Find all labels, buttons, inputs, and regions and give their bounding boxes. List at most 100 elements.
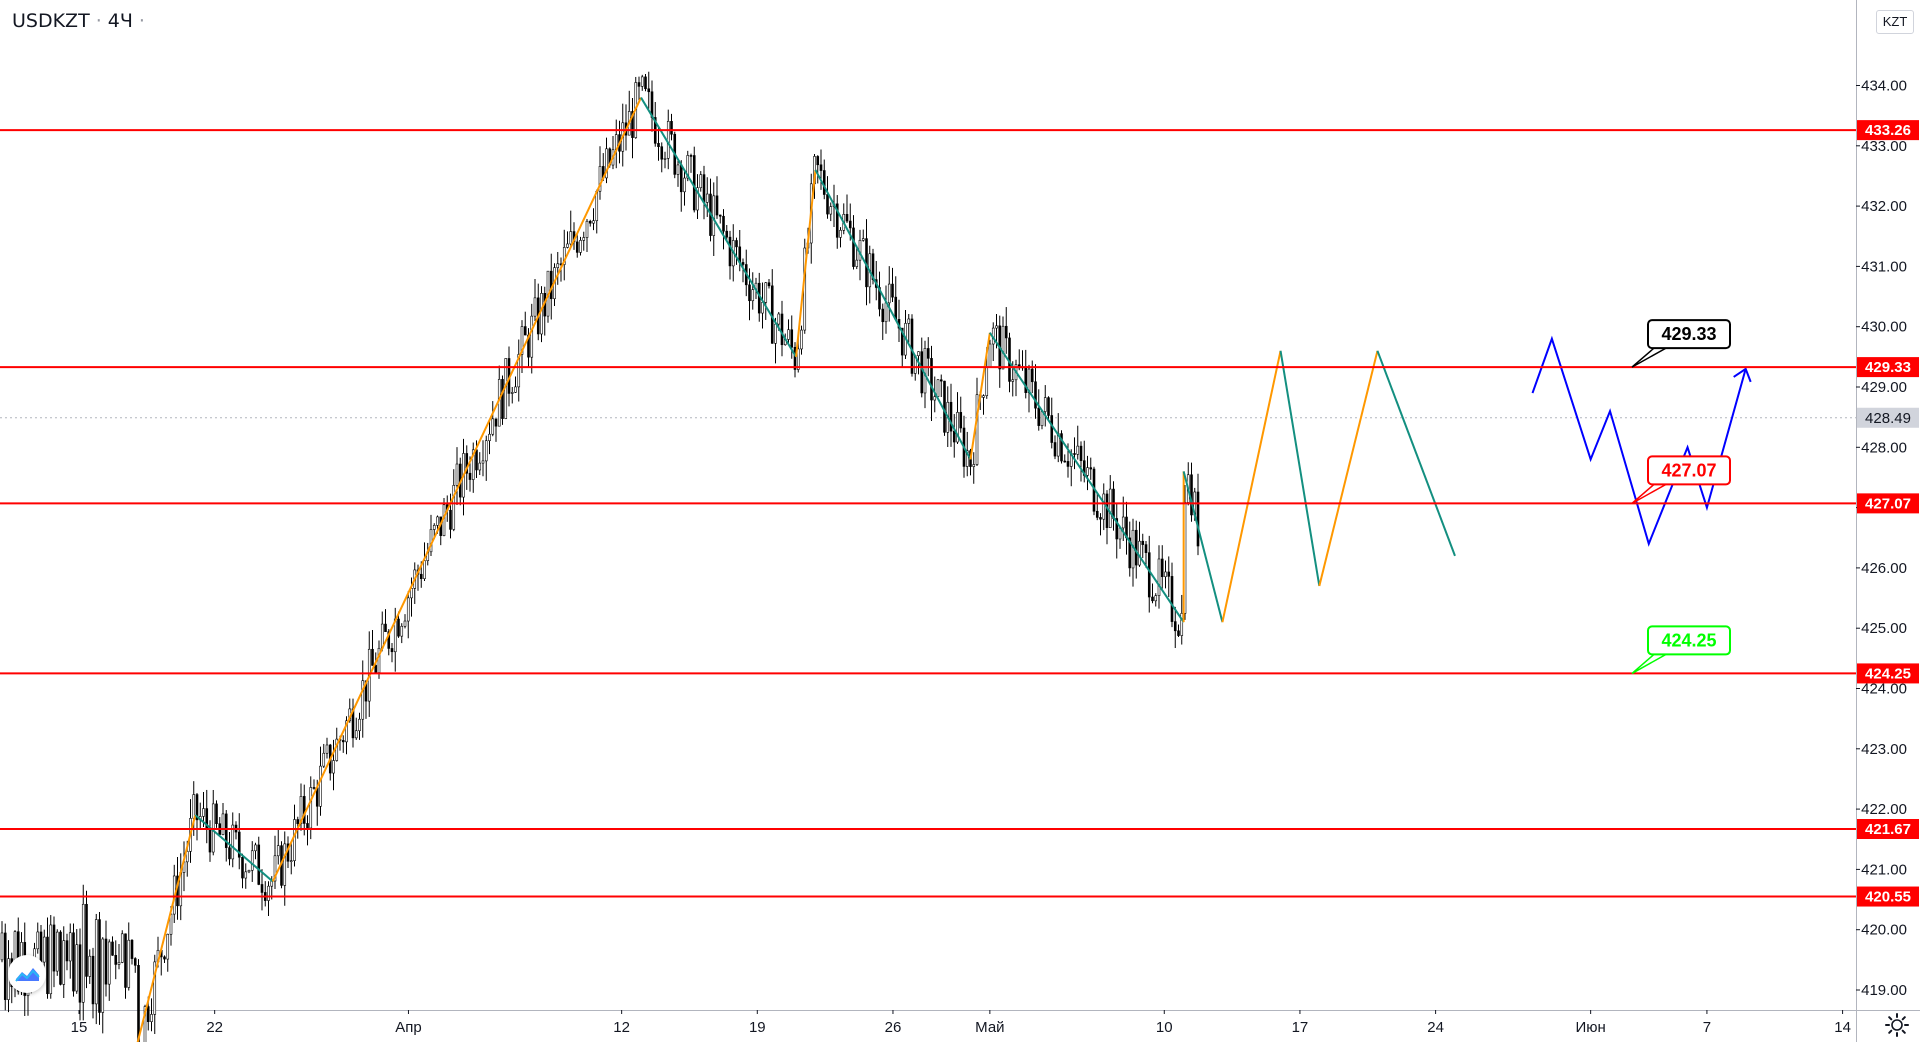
candle-body [250,850,254,871]
candle-body [540,293,543,335]
zigzag-down-leg [1279,350,1321,587]
level-price-tag [1857,493,1919,514]
candle-body [98,919,101,1013]
candle-body [959,412,963,429]
candle-body [533,297,537,317]
x-tick-label: 7 [1703,1019,1711,1036]
candle-body [705,193,709,203]
candle-body [631,111,634,138]
candle-body [1160,558,1164,578]
x-tick-label: 26 [885,1019,902,1036]
candle-body [1076,445,1080,455]
candle-body [322,752,326,767]
candle-body [985,366,989,396]
candle-body [686,155,690,179]
candle-body [855,259,859,267]
candle-body [484,440,488,462]
zigzag-down-leg [814,169,972,460]
x-tick-label: 15 [71,1019,88,1036]
candle-body [325,744,329,754]
candle-body [312,787,316,789]
candle-body [390,648,394,653]
candle-body [839,229,842,238]
candle-body [133,958,137,966]
candle-body [722,215,725,232]
candle-body [52,924,56,972]
candle-body [829,206,833,215]
candle-body [471,449,475,480]
y-tick-label: 424.00 [1861,681,1907,698]
candle-body [683,177,686,193]
callout-box[interactable] [1647,455,1731,486]
candle-body [55,931,59,972]
candle-body [891,283,894,298]
level-price-tag [1857,886,1919,907]
zigzag-down-leg [1376,350,1456,557]
symbol-header[interactable]: USDKZT · 4Ч · [12,10,151,32]
candle-body [595,190,599,222]
interval-label[interactable]: 4Ч [107,10,133,32]
candle-body [517,354,521,388]
candle-body [306,823,309,829]
y-tick-label: 434.00 [1861,78,1907,95]
candle-body [150,1014,153,1023]
level-price-tag [1857,357,1919,378]
candle-body [423,560,426,579]
candle-body [644,76,647,90]
candle-body [699,174,703,189]
y-tick-label: 420.00 [1861,922,1907,939]
candle-body [926,348,930,359]
candle-body [432,525,436,530]
candle-body [224,813,228,848]
candle-body [195,794,199,821]
zigzag-down-leg [989,332,1185,623]
level-price-tag-label: 420.55 [1865,889,1911,906]
candle-body [562,247,566,265]
candle-body [494,418,498,427]
candle-body [1073,453,1076,455]
price-axis-panel[interactable] [1856,0,1920,1042]
candle-body [943,380,946,433]
candle-body [449,509,452,530]
candle-body [790,329,794,348]
y-tick-label: 422.00 [1861,801,1907,818]
callout-box[interactable] [1647,625,1731,656]
candle-body [302,796,306,824]
candle-body [257,844,261,885]
candle-body [78,944,82,1003]
y-tick-label: 433.00 [1861,138,1907,155]
tradingview-logo-icon[interactable] [8,955,46,993]
candle-body [1134,529,1138,566]
candle-body [848,220,852,229]
candle-body [852,227,855,267]
symbol-name[interactable]: USDKZT [12,10,90,32]
candle-body [816,156,820,166]
candle-body [1043,397,1047,412]
level-price-tag-label: 429.33 [1865,359,1911,376]
candle-body [1151,596,1154,602]
candle-body [1102,493,1106,520]
candle-body [120,933,124,963]
candle-body [124,933,127,988]
candle-body [826,194,829,215]
candle-body [1108,488,1112,528]
candle-body [510,392,514,394]
candle-body [520,326,524,355]
x-tick-label: 17 [1292,1019,1309,1036]
currency-button[interactable]: KZT [1876,10,1914,34]
y-tick-label: 429.00 [1861,379,1907,396]
settings-gear-icon[interactable] [1884,1012,1910,1038]
candle-body [88,955,92,977]
candle-body [702,174,706,203]
candle-body [1105,493,1109,528]
candle-body [247,869,251,873]
candle-body [676,164,680,175]
callout-pointer [1631,347,1669,368]
candle-body [62,940,66,985]
callout-box[interactable] [1647,319,1731,350]
candle-body [1040,411,1044,426]
zigzag-up-leg [969,332,991,460]
candle-body [835,203,839,238]
